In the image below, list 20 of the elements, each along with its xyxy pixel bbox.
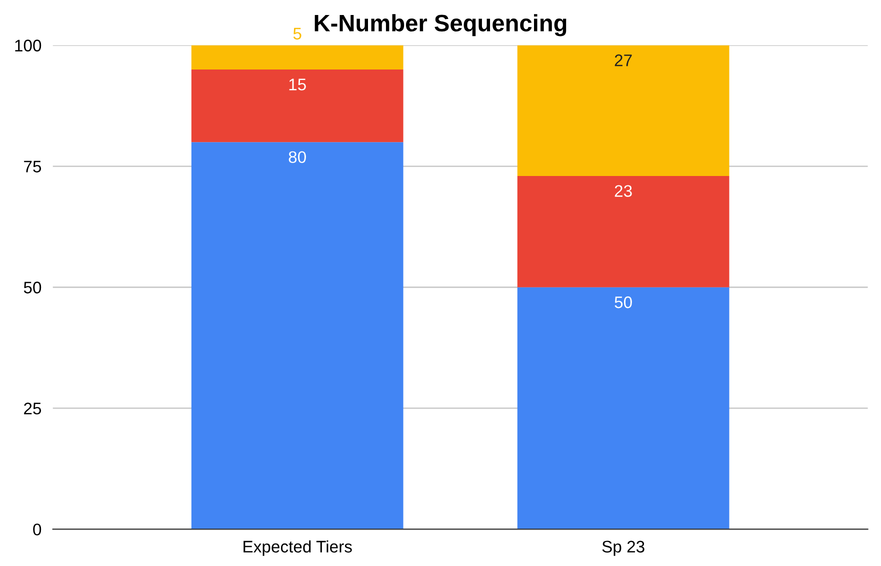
y-tick-label: 75 bbox=[24, 160, 42, 172]
data-label: 15 bbox=[289, 78, 306, 90]
bar bbox=[191, 69, 404, 142]
chart-title: K-Number Sequencing bbox=[314, 14, 566, 36]
x-tick-label: Sp 23 bbox=[602, 540, 644, 556]
data-label: 50 bbox=[614, 296, 632, 308]
y-tick-label: 25 bbox=[24, 402, 42, 414]
y-tick-label: 100 bbox=[15, 40, 42, 52]
data-label: 27 bbox=[614, 54, 632, 66]
x-tick-label: Expected Tiers bbox=[244, 540, 352, 556]
bar bbox=[191, 142, 404, 530]
bar bbox=[517, 176, 730, 288]
bar bbox=[517, 45, 730, 176]
bar bbox=[517, 287, 730, 530]
y-tick-label: 0 bbox=[33, 524, 42, 536]
data-label: 80 bbox=[288, 151, 306, 164]
bar bbox=[191, 45, 404, 70]
data-label: 23 bbox=[614, 185, 632, 197]
data-label: 5 bbox=[293, 28, 302, 40]
y-tick-label: 50 bbox=[24, 282, 42, 294]
